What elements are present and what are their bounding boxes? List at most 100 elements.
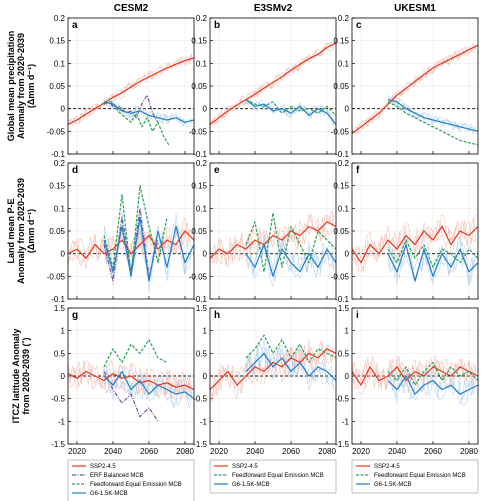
legend-e3smv2: SSP2-4.5 Feedforward Equal Emission MCB G6… xyxy=(209,459,337,494)
y-tick-label: -0.1 xyxy=(193,150,207,159)
series-ssp-line xyxy=(210,221,336,259)
y-tick-label: 0.15 xyxy=(333,182,349,191)
y-tick-label: -0.1 xyxy=(51,295,65,304)
y-tick-label: -0.05 xyxy=(189,272,208,281)
x-tick-label: 2080 xyxy=(318,447,336,456)
panel-c: 0.2 0.15 0.1 0.05 0 -0.05 -0.1 c xyxy=(331,14,479,159)
panel-letter: e xyxy=(214,165,220,176)
series-ssp-line xyxy=(210,348,336,391)
y-tick-label: 0.15 xyxy=(49,37,65,46)
y-tick-label: 1 xyxy=(203,327,208,336)
plot-area xyxy=(352,213,478,287)
panel-a: 0.2 0.15 0.1 0.05 0 -0.05 -0.1 a xyxy=(47,14,195,159)
y-tick-label: 0.05 xyxy=(49,227,65,236)
y-tick-label: -0.1 xyxy=(193,295,207,304)
y-tick-label: 0.05 xyxy=(191,227,207,236)
series-g6-ensemble-line xyxy=(245,238,335,277)
series-g6-ensemble-line xyxy=(245,233,335,282)
series-g6-ensemble-line xyxy=(245,339,335,391)
plot-area xyxy=(210,210,336,287)
legend-frame xyxy=(351,459,479,494)
plot-area xyxy=(352,44,478,146)
legend-label: G6-1.5K-MCB xyxy=(374,482,412,488)
y-tick-label: 1.5 xyxy=(338,304,350,313)
row-label-line: Land mean P-E xyxy=(6,198,16,263)
series-ssp-line xyxy=(352,44,478,135)
panel-frame xyxy=(351,17,479,155)
legend-frame xyxy=(67,459,195,501)
y-tick-label: -0.05 xyxy=(331,127,350,136)
series-g6-line xyxy=(387,375,478,395)
panels: 0.20.150.10.050-0.05-0.1a0.20.150.10.050… xyxy=(47,14,479,456)
series-ffee-line xyxy=(245,99,336,116)
y-tick-label: 0.1 xyxy=(338,204,350,213)
series-ssp-ensemble-line xyxy=(68,222,193,265)
series-g6-ensemble-line xyxy=(245,240,335,287)
x-tick-label: 2040 xyxy=(246,447,264,456)
row-label-1: Global mean precipitation Anomaly from 20… xyxy=(6,31,36,142)
plot-area xyxy=(68,185,194,292)
x-tick-label: 2060 xyxy=(424,447,442,456)
series-ffee-line xyxy=(103,98,170,146)
series-ssp-line xyxy=(210,42,336,125)
plot-area xyxy=(68,53,194,146)
y-tick-label: 0 xyxy=(203,372,208,381)
series-erf-line xyxy=(103,94,159,123)
panel-frame xyxy=(209,162,337,300)
x-tick-label: 2060 xyxy=(140,447,158,456)
x-tick-label: 2020 xyxy=(352,447,370,456)
panel-frame xyxy=(351,307,479,445)
series-g6-ensemble-line xyxy=(245,99,335,125)
series-g6-ensemble-line xyxy=(387,98,476,131)
y-tick-label: -0.1 xyxy=(51,150,65,159)
series-g6-line xyxy=(245,352,336,381)
row-label-3: ITCZ latitude Anomaly from 2020-2039 (˚) xyxy=(11,329,31,424)
y-tick-label: 0.15 xyxy=(191,182,207,191)
panel-letter: d xyxy=(72,165,78,176)
y-tick-label: 0.05 xyxy=(191,82,207,91)
y-tick-label: 0.1 xyxy=(196,59,208,68)
legend-cesm2: SSP2-4.5 ERF Balanced MCB Feedforward Equa… xyxy=(67,459,195,501)
series-g6-line xyxy=(245,244,336,277)
y-tick-label: -0.5 xyxy=(193,395,207,404)
series-ssp-ensemble-line xyxy=(210,46,334,129)
row-label-line: (Δmm d⁻¹) xyxy=(26,209,36,253)
row-labels: Global mean precipitation Anomaly from 20… xyxy=(6,31,36,424)
legend-label: SSP2-4.5 xyxy=(232,464,258,470)
plot-area xyxy=(68,339,194,422)
legend-label: G6-1.5K-MCB xyxy=(90,491,128,497)
series-ffee-line xyxy=(387,361,478,386)
panel-d: 0.2 0.15 0.1 0.05 0 -0.05 -0.1 d xyxy=(47,159,195,304)
series-ssp-ensemble-line xyxy=(352,358,477,393)
y-tick-label: -0.05 xyxy=(47,127,66,136)
row-label-line: from 2020-2039 (˚) xyxy=(21,337,31,414)
plot-area xyxy=(352,355,478,407)
series-g6-ensemble-line xyxy=(103,98,192,127)
series-ssp-line xyxy=(68,57,194,126)
y-tick-label: 0.1 xyxy=(338,59,350,68)
y-tick-label: 0.5 xyxy=(196,349,208,358)
panel-f: 0.2 0.15 0.1 0.05 0 -0.05 -0.1 f xyxy=(331,159,479,304)
y-tick-label: 1.5 xyxy=(54,304,66,313)
panel-frame xyxy=(67,17,195,155)
series-ffee-line xyxy=(245,212,336,273)
y-tick-label: -0.5 xyxy=(51,395,65,404)
legend-label: SSP2-4.5 xyxy=(90,464,116,470)
panel-frame xyxy=(67,307,195,445)
x-tick-label: 2040 xyxy=(104,447,122,456)
x-tick-label: 2020 xyxy=(210,447,228,456)
series-ssp-line xyxy=(352,225,478,264)
y-tick-label: -1.5 xyxy=(51,440,65,449)
y-tick-label: 0 xyxy=(61,372,66,381)
y-tick-label: -1 xyxy=(58,417,66,426)
y-tick-label: 0.5 xyxy=(338,349,350,358)
legend-frame xyxy=(209,459,337,494)
y-tick-label: -1.5 xyxy=(335,440,349,449)
y-tick-label: 0.15 xyxy=(333,37,349,46)
series-g6-ensemble-line xyxy=(387,94,477,136)
x-tick-label: 2060 xyxy=(282,447,300,456)
series-g6-line xyxy=(245,99,336,125)
